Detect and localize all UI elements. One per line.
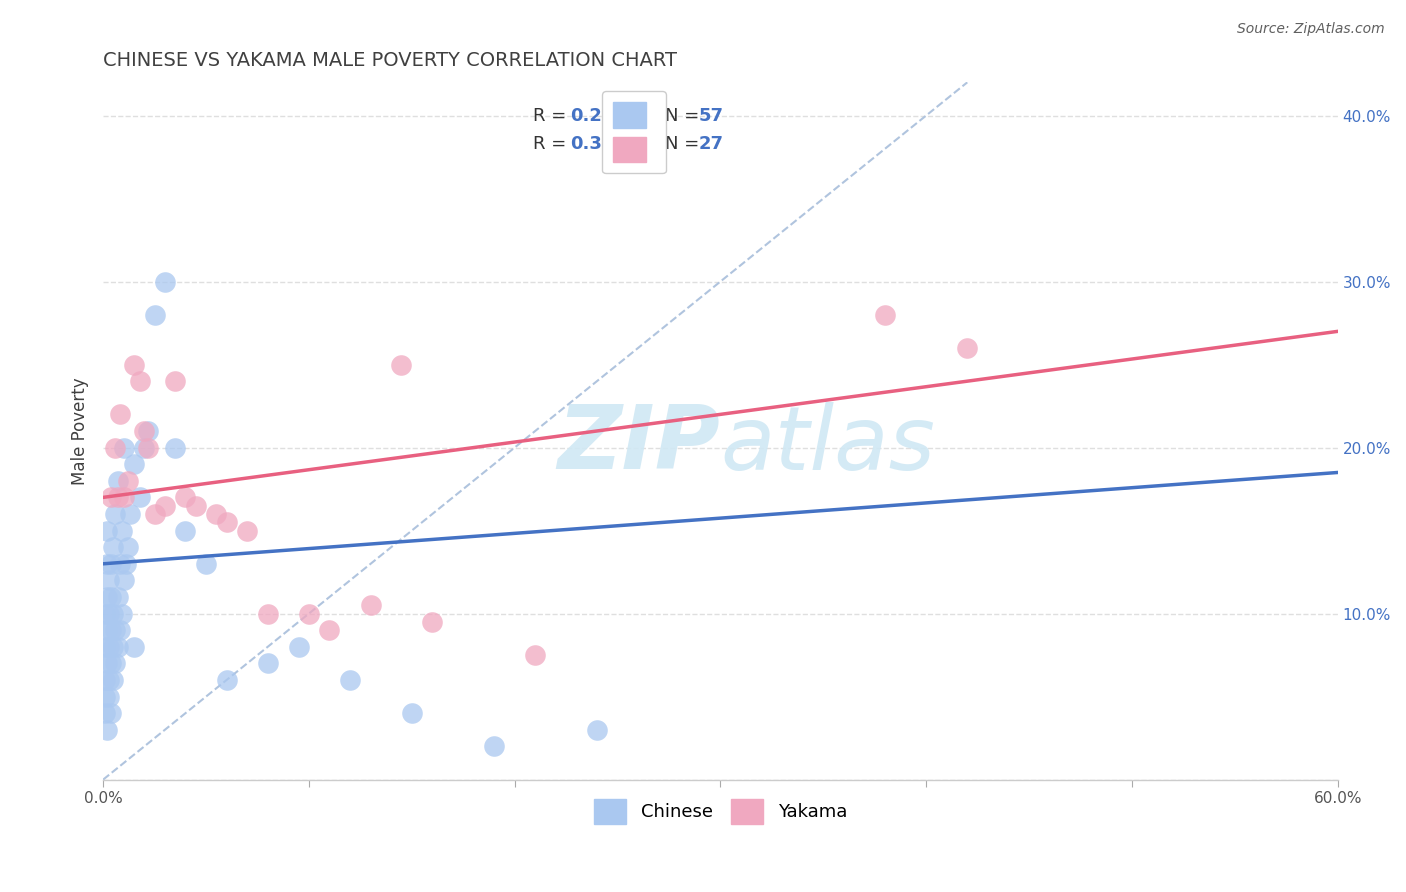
Point <box>94 640 117 654</box>
Point <box>165 374 187 388</box>
Point <box>391 358 413 372</box>
Point <box>100 657 122 671</box>
Y-axis label: Male Poverty: Male Poverty <box>72 377 89 484</box>
Text: 0.317: 0.317 <box>569 135 627 153</box>
Text: R =: R = <box>533 135 572 153</box>
Point <box>104 624 127 638</box>
Point <box>96 624 118 638</box>
Text: N =: N = <box>665 135 704 153</box>
Legend: Chinese, Yakama: Chinese, Yakama <box>585 789 856 833</box>
Point <box>112 441 135 455</box>
Text: 0.236: 0.236 <box>569 107 627 125</box>
Text: atlas: atlas <box>720 402 935 488</box>
Text: Source: ZipAtlas.com: Source: ZipAtlas.com <box>1237 22 1385 37</box>
Point <box>104 657 127 671</box>
Text: 27: 27 <box>699 135 723 153</box>
Point <box>956 341 979 355</box>
Point <box>98 640 121 654</box>
Point <box>100 590 122 604</box>
Point <box>111 524 134 538</box>
Point <box>122 358 145 372</box>
Point <box>96 657 118 671</box>
Point <box>134 424 156 438</box>
Point <box>94 690 117 704</box>
Point <box>215 673 238 687</box>
Point <box>256 657 278 671</box>
Point <box>129 374 152 388</box>
Point <box>94 706 117 721</box>
Point <box>195 557 218 571</box>
Point <box>108 624 131 638</box>
Point <box>114 557 136 571</box>
Point <box>134 441 156 455</box>
Point <box>129 491 152 505</box>
Point <box>153 499 176 513</box>
Point <box>174 491 197 505</box>
Point <box>318 624 340 638</box>
Point <box>100 491 122 505</box>
Point <box>524 648 547 662</box>
Point <box>96 590 118 604</box>
Point <box>96 723 118 737</box>
Point <box>339 673 361 687</box>
Point <box>165 441 187 455</box>
Point <box>122 457 145 471</box>
Point <box>100 706 122 721</box>
Point <box>117 540 139 554</box>
Point <box>360 599 382 613</box>
Point <box>143 507 166 521</box>
Point <box>111 607 134 621</box>
Point <box>98 673 121 687</box>
Text: 57: 57 <box>699 107 723 125</box>
Point <box>138 424 160 438</box>
Point <box>108 557 131 571</box>
Point <box>103 540 125 554</box>
Point <box>153 275 176 289</box>
Point <box>184 499 207 513</box>
Point <box>298 607 321 621</box>
Point <box>143 308 166 322</box>
Point <box>103 673 125 687</box>
Point <box>98 690 121 704</box>
Point <box>98 574 121 588</box>
Text: ZIP: ZIP <box>558 401 720 489</box>
Point <box>117 474 139 488</box>
Point <box>98 607 121 621</box>
Point <box>100 557 122 571</box>
Point <box>118 507 141 521</box>
Point <box>107 474 129 488</box>
Point <box>103 607 125 621</box>
Text: R =: R = <box>533 107 572 125</box>
Point <box>112 491 135 505</box>
Point <box>287 640 309 654</box>
Point <box>401 706 423 721</box>
Point <box>96 557 118 571</box>
Point <box>107 491 129 505</box>
Point <box>104 507 127 521</box>
Point <box>122 640 145 654</box>
Text: N =: N = <box>665 107 704 125</box>
Point <box>94 607 117 621</box>
Point <box>420 615 443 629</box>
Point <box>205 507 228 521</box>
Point <box>107 590 129 604</box>
Point <box>108 408 131 422</box>
Point <box>94 673 117 687</box>
Point <box>236 524 259 538</box>
Point <box>112 574 135 588</box>
Point <box>873 308 896 322</box>
Point <box>174 524 197 538</box>
Point <box>215 516 238 530</box>
Point <box>103 640 125 654</box>
Text: CHINESE VS YAKAMA MALE POVERTY CORRELATION CHART: CHINESE VS YAKAMA MALE POVERTY CORRELATI… <box>103 51 678 70</box>
Point <box>256 607 278 621</box>
Point <box>100 624 122 638</box>
Point <box>104 441 127 455</box>
Point <box>138 441 160 455</box>
Point <box>586 723 609 737</box>
Point <box>96 524 118 538</box>
Point <box>482 739 505 754</box>
Point <box>107 640 129 654</box>
